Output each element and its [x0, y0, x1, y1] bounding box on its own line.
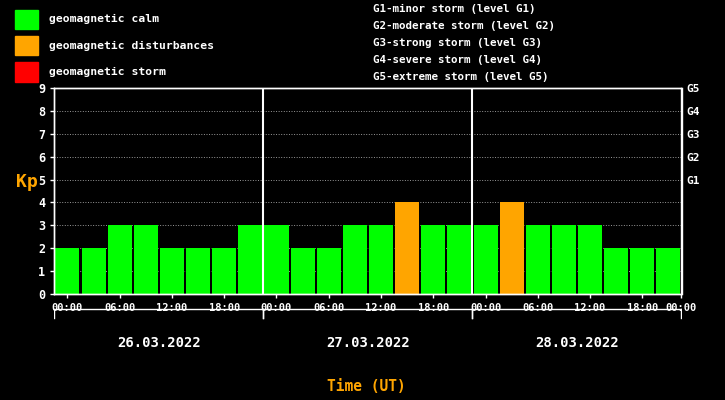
Text: G1-minor storm (level G1): G1-minor storm (level G1) [373, 4, 536, 14]
Bar [55, 248, 80, 294]
Bar [656, 248, 681, 294]
Text: 26.03.2022: 26.03.2022 [117, 336, 201, 350]
Bar [395, 202, 419, 294]
Bar [421, 225, 445, 294]
Text: 28.03.2022: 28.03.2022 [535, 336, 619, 350]
Bar [447, 225, 471, 294]
Text: G4-severe storm (level G4): G4-severe storm (level G4) [373, 55, 542, 65]
Text: 27.03.2022: 27.03.2022 [326, 336, 410, 350]
Bar [369, 225, 393, 294]
Bar [14, 36, 38, 56]
Bar [81, 248, 106, 294]
Bar [291, 248, 315, 294]
Text: G5-extreme storm (level G5): G5-extreme storm (level G5) [373, 72, 549, 82]
Bar [108, 225, 132, 294]
Bar [578, 225, 602, 294]
Bar [14, 10, 38, 29]
Y-axis label: Kp: Kp [16, 173, 38, 191]
Bar [552, 225, 576, 294]
Bar [212, 248, 236, 294]
Bar [630, 248, 655, 294]
Bar [134, 225, 158, 294]
Bar [343, 225, 367, 294]
Bar [317, 248, 341, 294]
Bar [239, 225, 262, 294]
Bar [186, 248, 210, 294]
Text: Time (UT): Time (UT) [327, 379, 405, 394]
Text: geomagnetic calm: geomagnetic calm [49, 14, 159, 24]
Bar [14, 62, 38, 82]
Text: geomagnetic disturbances: geomagnetic disturbances [49, 41, 214, 51]
Text: geomagnetic storm: geomagnetic storm [49, 67, 165, 77]
Text: G2-moderate storm (level G2): G2-moderate storm (level G2) [373, 21, 555, 31]
Bar [160, 248, 184, 294]
Bar [604, 248, 628, 294]
Bar [265, 225, 289, 294]
Bar [473, 225, 497, 294]
Bar [526, 225, 550, 294]
Bar [500, 202, 523, 294]
Text: G3-strong storm (level G3): G3-strong storm (level G3) [373, 38, 542, 48]
